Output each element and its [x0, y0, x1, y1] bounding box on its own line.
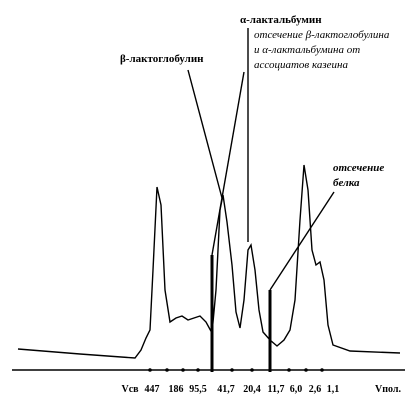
chromatogram-trace	[17, 164, 401, 359]
axis-label: Vпол.	[375, 384, 401, 395]
pointer	[269, 191, 335, 291]
axis-label: 1,1	[327, 384, 340, 395]
axis-label: 95,5	[189, 384, 207, 395]
axis-label: Vсв	[121, 384, 139, 395]
axis-label: 41,7	[217, 384, 235, 395]
axis-label: 2,6	[309, 384, 322, 395]
annotation: белка	[333, 177, 360, 189]
annotation: α-лактальбумин	[240, 14, 322, 26]
annotation: и α-лактальбумина от	[254, 44, 360, 56]
axis-label: 6,0	[290, 384, 303, 395]
axis-label: 20,4	[243, 384, 261, 395]
annotation: отсечение β-лактоглобулина	[254, 29, 390, 41]
axis-dots	[148, 368, 324, 372]
axis-labels: Vсв 447 186 95,5 41,7 20,4 11,7 6,0 2,6 1,1 Vпол.	[121, 384, 401, 395]
axis-label: 11,7	[268, 384, 285, 395]
annotation: отсечение	[333, 162, 384, 174]
annotation: ассоциатов казеина	[254, 59, 348, 71]
pointer	[211, 71, 245, 256]
axis-label: 186	[169, 384, 184, 395]
pointer	[187, 69, 223, 199]
axis-label: 447	[145, 384, 160, 395]
annotation: β-лактоглобулин	[120, 53, 204, 65]
